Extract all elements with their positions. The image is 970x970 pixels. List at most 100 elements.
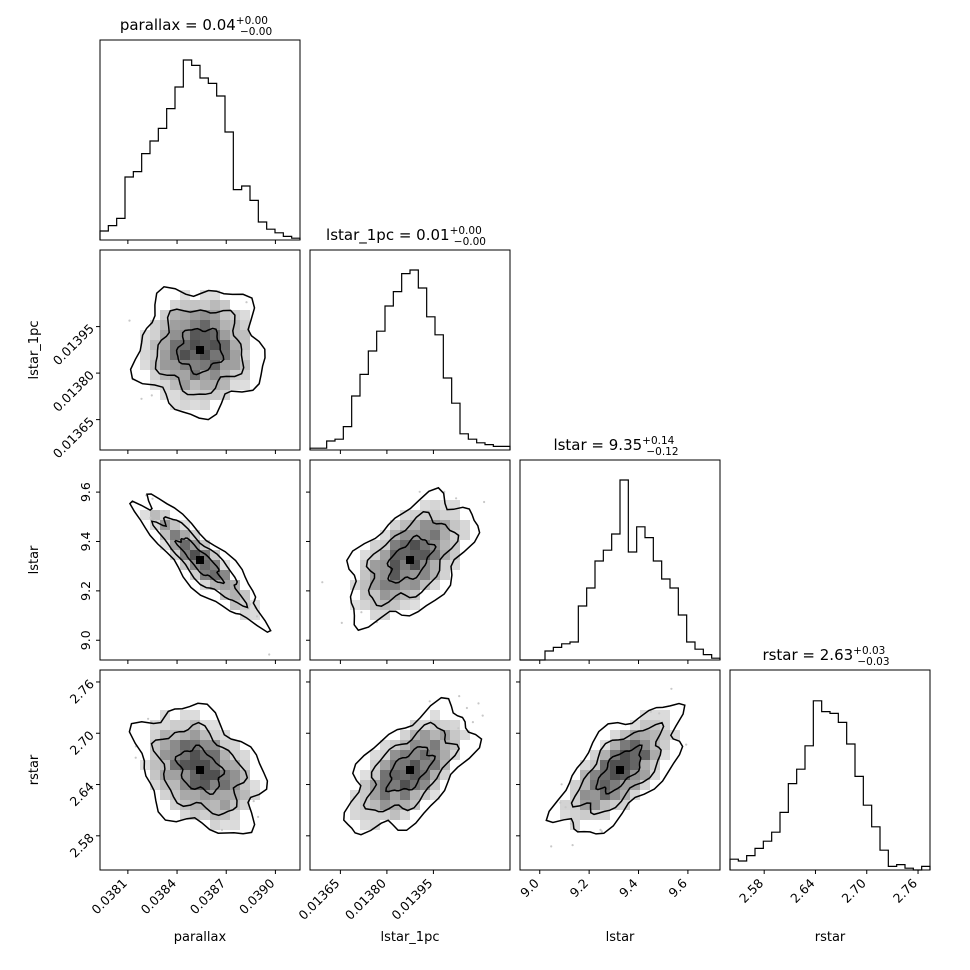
density-cell bbox=[170, 360, 180, 370]
density-cell bbox=[430, 560, 440, 570]
sample-point bbox=[147, 717, 150, 720]
density-cell bbox=[210, 290, 220, 300]
density-cell bbox=[220, 790, 230, 800]
sample-point bbox=[162, 509, 166, 513]
density-cell bbox=[420, 530, 430, 540]
contour-outer bbox=[128, 702, 269, 835]
density-cell bbox=[370, 750, 380, 760]
x-axis-label-lstar_1pc: lstar_1pc bbox=[381, 930, 440, 945]
panel-frame bbox=[99, 249, 301, 451]
density-cell bbox=[370, 590, 380, 600]
density-cell bbox=[380, 590, 390, 600]
density-cell bbox=[650, 710, 660, 720]
title-main: lstar_1pc = 0.01 bbox=[326, 226, 450, 245]
panel-frame bbox=[309, 459, 511, 661]
density-cell bbox=[180, 730, 190, 740]
density-cell bbox=[420, 730, 430, 740]
density-cell bbox=[200, 780, 210, 790]
density-cell bbox=[400, 770, 410, 780]
density-cell bbox=[170, 400, 180, 410]
density-cell bbox=[430, 730, 440, 740]
density-cell bbox=[450, 740, 460, 750]
density-cell bbox=[660, 750, 670, 760]
density-cell bbox=[160, 330, 170, 340]
sample-point bbox=[564, 806, 567, 809]
density-cell bbox=[370, 600, 380, 610]
density-cell bbox=[410, 770, 420, 780]
density-cell bbox=[420, 790, 430, 800]
density-cell bbox=[170, 770, 180, 780]
density-cell bbox=[240, 370, 250, 380]
density-cell bbox=[170, 320, 180, 330]
density-cell bbox=[220, 350, 230, 360]
density-cell bbox=[220, 780, 230, 790]
density-cell bbox=[240, 320, 250, 330]
density-cell bbox=[590, 790, 600, 800]
y-tick-label: 2.58 bbox=[67, 830, 97, 860]
density-cell bbox=[390, 600, 400, 610]
density-cell bbox=[160, 720, 170, 730]
density-cell bbox=[430, 790, 440, 800]
density-cell bbox=[650, 750, 660, 760]
x-tick-label: 0.01365 bbox=[295, 876, 342, 923]
contour-middle bbox=[154, 308, 245, 396]
sample-point bbox=[268, 653, 271, 656]
density-cell bbox=[210, 300, 220, 310]
density-cell bbox=[150, 730, 160, 740]
density-cell bbox=[230, 350, 240, 360]
x-tick-label: 9.0 bbox=[517, 875, 542, 900]
density-cell bbox=[240, 330, 250, 340]
x-axis-lstar_1pc: 0.01365 0.01380 0.01395 lstar_1pc bbox=[295, 875, 439, 945]
density-cell bbox=[170, 340, 180, 350]
density-cell bbox=[230, 320, 240, 330]
density-cell bbox=[150, 320, 160, 330]
y-tick-label: 9.0 bbox=[78, 630, 93, 650]
density-cell bbox=[180, 370, 190, 380]
title-parallax: parallax = 0.04+0.00 −0.00 bbox=[120, 15, 272, 38]
density-cell bbox=[410, 520, 420, 530]
density-cell bbox=[230, 600, 240, 610]
sample-point bbox=[134, 756, 137, 759]
title-sub: −0.00 bbox=[240, 26, 272, 38]
density-cell bbox=[400, 560, 410, 570]
density-cell bbox=[180, 750, 190, 760]
density-cell bbox=[190, 570, 200, 580]
density-cell bbox=[430, 750, 440, 760]
density-cell bbox=[240, 800, 250, 810]
x-tick-label: 0.01395 bbox=[388, 876, 435, 923]
panel-frame bbox=[309, 249, 511, 451]
density-cell bbox=[440, 510, 450, 520]
density-cell bbox=[580, 800, 590, 810]
density-cell bbox=[390, 770, 400, 780]
density-cell bbox=[150, 510, 160, 520]
density-cell bbox=[380, 780, 390, 790]
density-cell bbox=[190, 320, 200, 330]
density-cell bbox=[180, 360, 190, 370]
density-cell bbox=[170, 730, 180, 740]
density-cell bbox=[180, 760, 190, 770]
density-cell bbox=[570, 820, 580, 830]
y-tick-label: 0.01395 bbox=[50, 321, 97, 368]
histogram-parallax bbox=[99, 59, 301, 240]
density-cell bbox=[360, 800, 370, 810]
density-cell bbox=[220, 590, 230, 600]
y-axis-label-lstar: lstar bbox=[27, 545, 42, 574]
density-cell bbox=[200, 350, 210, 360]
density-cell bbox=[570, 780, 580, 790]
peak-marker bbox=[406, 766, 414, 774]
density-cell bbox=[190, 380, 200, 390]
density-cell bbox=[640, 720, 650, 730]
density-cell bbox=[190, 360, 200, 370]
density-cell bbox=[240, 780, 250, 790]
density-cell bbox=[430, 570, 440, 580]
title-main: rstar = 2.63 bbox=[762, 646, 853, 664]
density-cell bbox=[200, 360, 210, 370]
panel-frame bbox=[99, 39, 301, 241]
density-cell bbox=[180, 550, 190, 560]
density-cell bbox=[220, 770, 230, 780]
density-cell bbox=[210, 790, 220, 800]
density-cell bbox=[420, 750, 430, 760]
density-cell bbox=[410, 560, 420, 570]
panels: parallax = 0.04+0.00 −0.00 lstar_1pc = 0.0… bbox=[27, 15, 931, 945]
title-rstar: rstar = 2.63+0.03 −0.03 bbox=[762, 645, 889, 668]
